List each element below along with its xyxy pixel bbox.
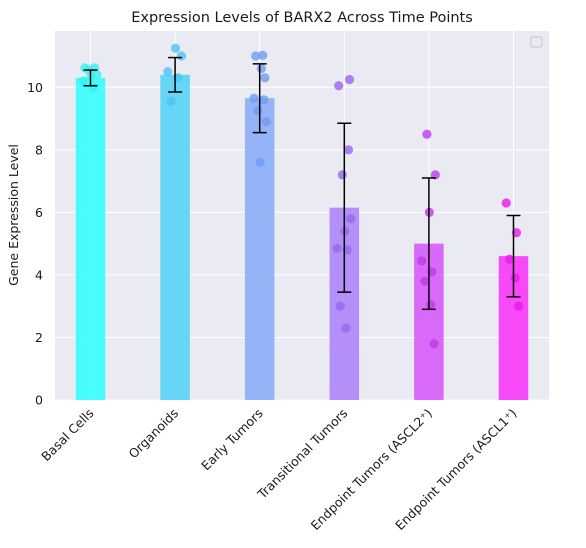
data-point: [501, 198, 511, 208]
data-point: [337, 170, 347, 180]
data-point: [176, 51, 187, 61]
data-point: [504, 254, 515, 264]
data-point: [332, 243, 342, 253]
data-point: [343, 145, 354, 155]
y-tick-label: 0: [35, 393, 43, 408]
data-point: [422, 129, 432, 139]
data-point: [510, 273, 520, 283]
y-tick-labels: 0 2 4 6 8 10: [27, 80, 43, 408]
data-point: [429, 339, 439, 349]
bar: [160, 74, 190, 400]
data-point: [334, 81, 344, 91]
data-point: [341, 323, 351, 333]
data-point: [249, 93, 259, 103]
data-point: [344, 74, 355, 85]
data-point: [260, 73, 270, 83]
x-tick-label: Transitional Tumors: [254, 406, 351, 503]
chart-title: Expression Levels of BARX2 Across Time P…: [131, 10, 473, 26]
data-point: [417, 256, 427, 266]
data-point: [78, 76, 88, 86]
legend-box: [530, 36, 543, 48]
data-point: [259, 95, 269, 105]
data-point: [258, 50, 268, 60]
data-point: [261, 117, 271, 127]
x-tick-label: Early Tumors: [198, 406, 266, 474]
data-point: [251, 51, 261, 61]
data-point: [255, 157, 265, 167]
data-point: [425, 300, 436, 310]
data-point: [253, 106, 263, 116]
y-tick-label: 4: [35, 267, 43, 282]
error-bars: [83, 56, 521, 311]
data-point: [420, 276, 430, 286]
x-tick-label: Basal Cells: [38, 406, 97, 465]
data-point: [256, 63, 266, 74]
x-tick-labels: Basal Cells Organoids Early TumorsTransiti…: [38, 406, 520, 533]
data-point: [170, 43, 181, 53]
x-tick-label: Organoids: [125, 406, 181, 462]
data-point: [514, 301, 524, 311]
bars: [75, 74, 529, 401]
y-tick-label: 8: [35, 142, 43, 157]
legend[interactable]: [530, 36, 543, 48]
y-tick-label: 2: [35, 330, 43, 345]
y-tick-label: 10: [27, 80, 43, 95]
bar: [75, 77, 106, 401]
y-axis-label: Gene Expression Level: [6, 144, 21, 286]
data-point: [346, 214, 356, 224]
y-tick-label: 6: [35, 205, 43, 220]
data-points: [78, 43, 524, 349]
data-point: [335, 301, 345, 311]
plot-background: [55, 31, 549, 400]
data-point: [163, 67, 173, 77]
data-point: [166, 96, 176, 106]
bar: [244, 98, 275, 401]
data-point: [430, 170, 440, 180]
